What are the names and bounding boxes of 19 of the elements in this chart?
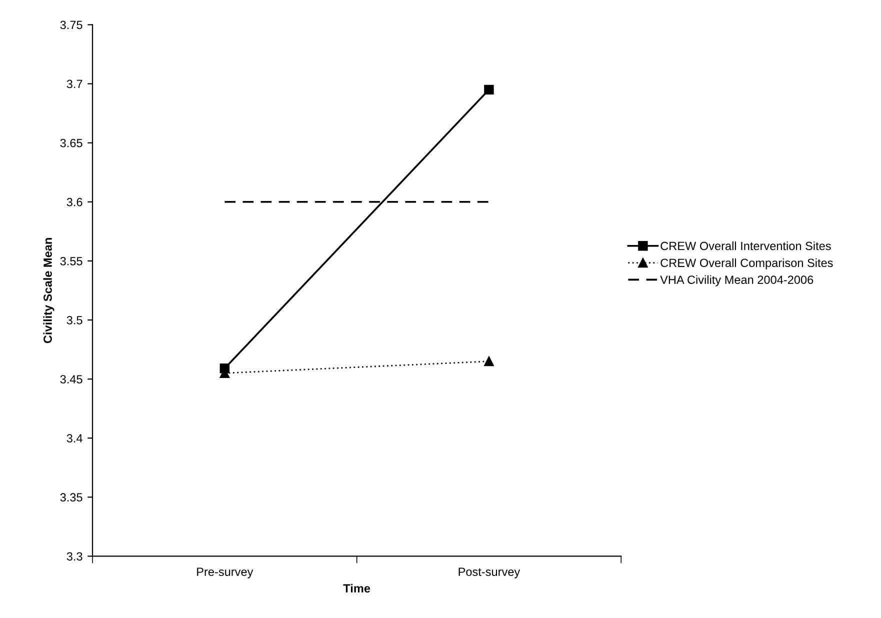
legend-label: CREW Overall Comparison Sites [660, 258, 833, 270]
point [484, 84, 494, 95]
y-axis-title: Civility Scale Mean [43, 238, 54, 344]
x-axis-title: Time [343, 584, 370, 593]
y-tick-label: 3.6 [66, 198, 82, 206]
y-tick-label: 3.3 [66, 552, 82, 561]
x-tick-label: Post-survey [458, 568, 520, 578]
y-tick-label: 3.5 [66, 316, 82, 324]
y-tick-label: 3.4 [66, 434, 82, 442]
x-tick-label: Pre-survey [197, 568, 254, 578]
y-tick-label: 3.75 [60, 20, 82, 30]
y-tick-label: 3.35 [60, 493, 82, 502]
legend-label: VHA Civility Mean 2004-2006 [660, 275, 814, 286]
point [484, 356, 494, 366]
y-tick-label: 3.65 [60, 138, 82, 148]
y-tick-label: 3.7 [66, 80, 82, 88]
y-tick-label: 3.45 [60, 375, 82, 384]
y-tick-label: 3.55 [60, 256, 82, 266]
legend-label: CREW Overall Intervention Sites [660, 241, 831, 250]
